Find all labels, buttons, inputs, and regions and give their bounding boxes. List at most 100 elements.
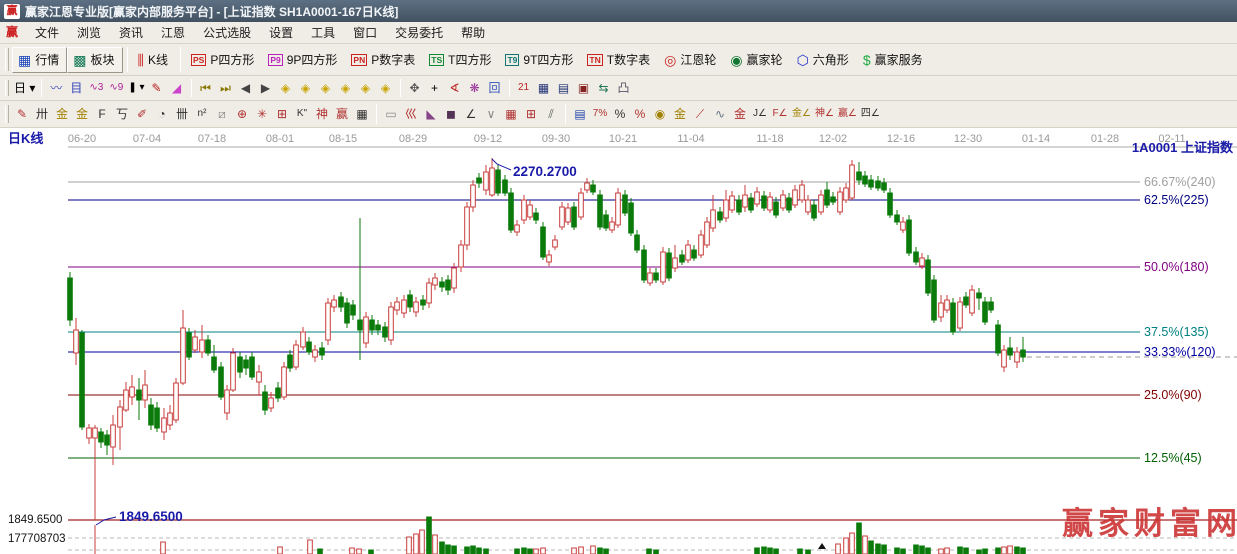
- sectors-button[interactable]: ▩ 板块: [67, 46, 123, 73]
- compass-tool[interactable]: ⊕: [236, 107, 248, 121]
- candle-down: [476, 177, 482, 184]
- wave3-icon[interactable]: ∿3: [89, 82, 104, 93]
- first-page-icon[interactable]: ⏮: [200, 81, 211, 95]
- save-icon[interactable]: ▣: [577, 81, 590, 95]
- gold-red-tool[interactable]: 金: [733, 107, 746, 121]
- overview-icon[interactable]: 〰: [50, 81, 63, 95]
- box-tool[interactable]: ▭: [385, 107, 397, 121]
- brush-tool[interactable]: ⟋: [695, 107, 705, 121]
- toolbar-separator: [399, 79, 401, 97]
- last-page-icon[interactable]: ⏭: [220, 81, 231, 95]
- j-angle-tool[interactable]: J∠: [753, 108, 767, 119]
- time-cycle-tool[interactable]: ◔: [158, 107, 166, 121]
- chart-area[interactable]: 06-20 07-04 07-18 08-01 08-15 08-29 09-12 09-30…: [0, 128, 1237, 554]
- diamond-cross-icon[interactable]: ◈: [340, 81, 351, 95]
- hexagon-button[interactable]: ⬡ 六角形: [791, 47, 857, 73]
- slash-lines-tool[interactable]: ⫽: [548, 107, 554, 121]
- calendar-icon[interactable]: 21: [517, 82, 530, 93]
- percent-line-tool[interactable]: %: [634, 107, 646, 121]
- fence-tool[interactable]: 卅: [35, 107, 48, 121]
- five-fence-tool[interactable]: 丂: [115, 107, 128, 121]
- t-number-table-button[interactable]: TN T数字表: [581, 47, 658, 73]
- angle-lines-tool[interactable]: ∠: [465, 107, 477, 121]
- angle-measure-icon[interactable]: ∢: [449, 81, 460, 95]
- t9-square-button[interactable]: T9 9T四方形: [499, 47, 581, 73]
- diamond-h-icon[interactable]: ◈: [320, 81, 331, 95]
- pan-hand-icon[interactable]: ✥: [409, 81, 420, 95]
- winner-service-button[interactable]: $ 赢家服务: [857, 47, 931, 73]
- prev-icon[interactable]: ◀: [240, 81, 251, 95]
- dark-fan-tool[interactable]: ◼: [446, 107, 456, 121]
- menu-item-4[interactable]: 公式选股: [203, 26, 252, 40]
- red-pencil-tool[interactable]: ✐: [136, 107, 148, 121]
- next-icon[interactable]: ▶: [260, 81, 271, 95]
- gann-wheel-button[interactable]: ◎ 江恩轮: [658, 47, 724, 73]
- gold-circle-tool[interactable]: ◉: [654, 107, 666, 121]
- crosshair-icon[interactable]: +: [431, 81, 439, 95]
- list-icon[interactable]: 目: [70, 81, 83, 95]
- gradient-icon[interactable]: ◢: [171, 81, 182, 95]
- p9-square-button[interactable]: P9 9P四方形: [262, 47, 345, 73]
- menu-item-6[interactable]: 工具: [311, 26, 336, 40]
- kline-chart-svg[interactable]: 06-20 07-04 07-18 08-01 08-15 08-29 09-12 09-30…: [0, 128, 1237, 554]
- quotes-button-icon: ▦: [18, 51, 32, 68]
- knot-icon[interactable]: ❋: [469, 81, 480, 95]
- gold-line-tool[interactable]: 金: [673, 107, 686, 121]
- period-selector[interactable]: 日 ▾: [14, 81, 36, 95]
- winner-wheel-button[interactable]: ◉ 赢家轮: [724, 47, 790, 73]
- k-quote-tool[interactable]: K": [296, 108, 308, 119]
- p-square-button[interactable]: PS P四方形: [185, 47, 262, 73]
- ruler-grid-tool[interactable]: ▦: [356, 107, 368, 121]
- candle-style-selector[interactable]: ❚ ▾: [128, 82, 145, 93]
- ying-angle-tool[interactable]: 赢∠: [837, 108, 857, 119]
- shen-angle-tool[interactable]: 神∠: [814, 108, 834, 119]
- menu-item-3[interactable]: 江恩: [161, 26, 186, 40]
- gold-fence-tool[interactable]: 金: [55, 107, 68, 121]
- four-angle-tool[interactable]: 四∠: [860, 108, 880, 119]
- quotes-button[interactable]: ▦ 行情: [12, 46, 68, 73]
- n2-tool[interactable]: n²: [197, 108, 207, 119]
- gold-angle-tool[interactable]: 金∠: [792, 108, 811, 119]
- gann-box-tool[interactable]: ▤: [574, 107, 586, 121]
- menu-item-0[interactable]: 文件: [35, 26, 60, 40]
- menu-item-7[interactable]: 窗口: [353, 26, 378, 40]
- ying-fence-tool[interactable]: 赢: [335, 107, 348, 121]
- calculator-icon[interactable]: ▦: [537, 81, 550, 95]
- red-grid2-tool[interactable]: ⊞: [525, 107, 537, 121]
- note-icon[interactable]: ▤: [557, 81, 570, 95]
- menu-item-5[interactable]: 设置: [269, 26, 294, 40]
- fence2-tool[interactable]: 卌: [175, 107, 188, 121]
- percent-tool[interactable]: %: [614, 107, 626, 121]
- menu-item-8[interactable]: 交易委托: [395, 26, 444, 40]
- t-square-button[interactable]: TS T四方形: [423, 47, 499, 73]
- diamond-right-icon[interactable]: ◈: [300, 81, 311, 95]
- diamond-v-icon[interactable]: ◈: [380, 81, 391, 95]
- menu-item-9[interactable]: 帮助: [461, 26, 486, 40]
- volume-bar-down: [1014, 546, 1020, 554]
- v-dots-tool[interactable]: ∨: [486, 107, 496, 121]
- radiate-tool[interactable]: ✳: [256, 107, 268, 121]
- diamond-left-icon[interactable]: ◈: [280, 81, 291, 95]
- grid-target-tool[interactable]: ⊞: [276, 107, 288, 121]
- percent-box-tool[interactable]: 7%: [592, 108, 608, 119]
- wave9-icon[interactable]: ∿9: [109, 82, 124, 93]
- ray-fan-tool[interactable]: 巛: [404, 107, 417, 121]
- gold-fence2-tool[interactable]: 金: [75, 107, 88, 121]
- maze-icon[interactable]: 回: [488, 81, 501, 95]
- red-grid-tool[interactable]: ▦: [505, 107, 517, 121]
- menu-item-1[interactable]: 浏览: [77, 26, 102, 40]
- knife-tool[interactable]: ✎: [16, 107, 28, 121]
- kline-button[interactable]: ⫼ K线: [132, 47, 176, 73]
- diamond-star-icon[interactable]: ◈: [360, 81, 371, 95]
- f-angle-tool[interactable]: F∠: [772, 108, 788, 119]
- shen-fence-tool[interactable]: 神: [315, 107, 328, 121]
- f-fence-tool[interactable]: F: [98, 107, 106, 121]
- p-number-table-button[interactable]: PN P数字表: [345, 47, 423, 73]
- share-icon[interactable]: ⇆: [598, 81, 609, 95]
- purple-fan-tool[interactable]: ◣: [426, 107, 436, 121]
- print-icon[interactable]: 凸: [617, 81, 630, 95]
- menu-item-2[interactable]: 资讯: [119, 26, 144, 40]
- pen-icon[interactable]: ✎: [151, 81, 162, 95]
- angle-mirror-tool[interactable]: ⧄: [218, 107, 226, 121]
- av-wave-tool[interactable]: ∿: [714, 107, 726, 121]
